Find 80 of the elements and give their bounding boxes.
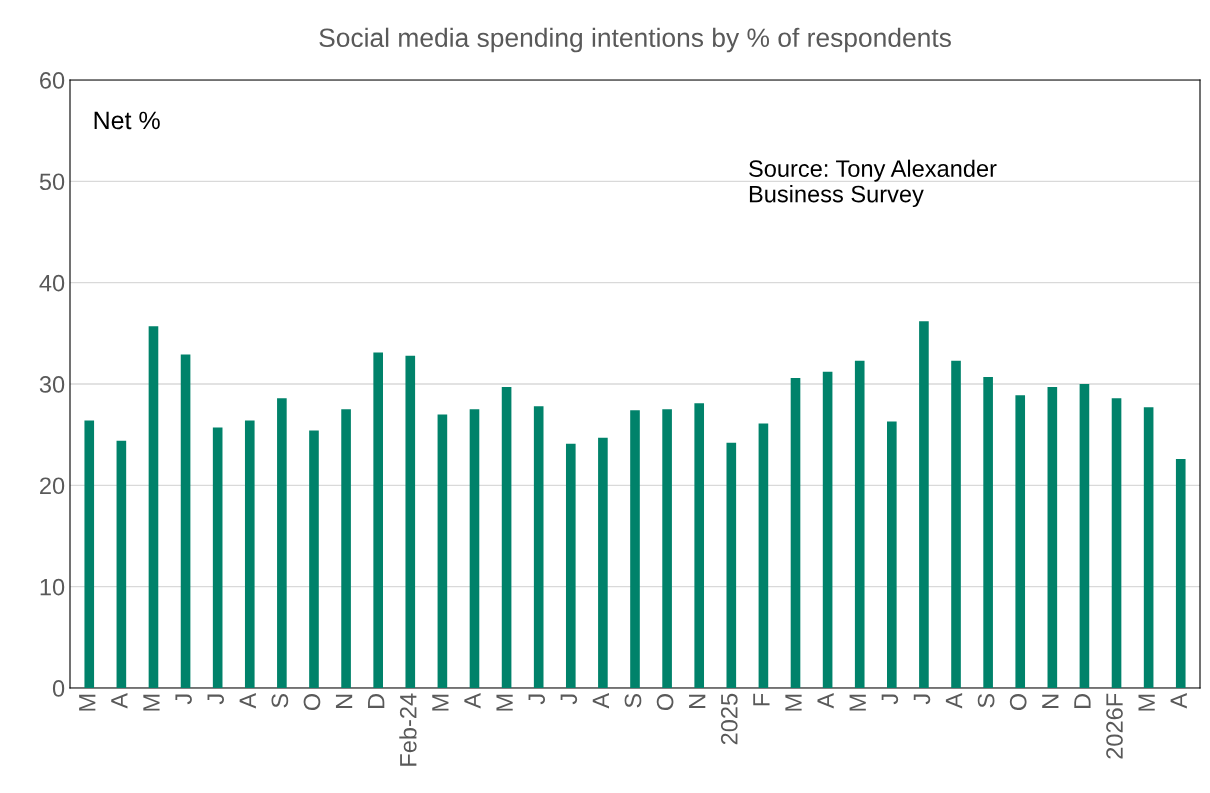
bar [373, 352, 383, 688]
x-tick-label: N [335, 694, 353, 708]
bar [887, 421, 897, 688]
bar [180, 354, 191, 688]
x-tick-label: J [207, 694, 225, 705]
bar [662, 409, 672, 688]
y-tick-label: 30 [39, 376, 65, 393]
x-tick-label: A [111, 692, 128, 709]
x-tick-label: S [977, 693, 995, 708]
bar [694, 403, 705, 688]
x-tick-label: J [528, 694, 546, 705]
bar [758, 423, 769, 688]
bar [405, 355, 416, 688]
x-tick-label: 2025 [720, 693, 738, 745]
x-tick-label: A [1170, 692, 1187, 709]
bar [1047, 387, 1058, 688]
x-tick-label: M [849, 694, 866, 711]
x-tick-label: S [624, 693, 642, 708]
x-tick-label: S [271, 693, 289, 708]
x-tick-label: A [945, 692, 963, 709]
y-tick-label: 20 [40, 477, 65, 495]
bar [726, 442, 737, 688]
bar [1143, 407, 1154, 688]
y-tick-label: 60 [40, 72, 65, 89]
x-tick-label: M [496, 694, 513, 711]
bar [565, 443, 576, 688]
bar [84, 420, 95, 688]
bar [437, 414, 448, 688]
x-tick-label: M [785, 694, 802, 711]
bar [533, 406, 544, 688]
bar [790, 377, 801, 688]
x-tick-label: A [464, 692, 481, 709]
bar [501, 387, 512, 688]
x-tick-label: J [913, 694, 931, 705]
bar [919, 321, 929, 688]
y-tick-label: 0 [52, 680, 65, 697]
bar [341, 409, 351, 688]
x-tick-label: A [592, 692, 609, 709]
chart-title: Social media spending intentions by % of respondents [319, 27, 951, 53]
x-tick-label: D [368, 693, 385, 708]
x-tick-label: 2026F [1106, 693, 1123, 759]
bar [212, 427, 223, 688]
bar [1015, 395, 1026, 688]
annotation: Net % [94, 111, 160, 130]
x-tick-label: J [881, 694, 899, 705]
bar [244, 420, 255, 688]
x-tick-label: A [239, 692, 256, 709]
x-tick-label: N [1042, 694, 1059, 708]
bar [598, 437, 608, 688]
x-tick-label: M [432, 694, 449, 711]
x-tick-label: J [175, 694, 192, 705]
bar [630, 410, 640, 688]
bar [1111, 398, 1122, 688]
bar [277, 398, 287, 688]
bar [822, 371, 833, 688]
x-tick-label: A [817, 692, 834, 709]
bar [309, 430, 319, 688]
y-tick-label: 50 [39, 173, 65, 191]
bar [983, 376, 993, 688]
bar [854, 360, 865, 688]
annotation: Source: Tony Alexander Business Survey [749, 159, 997, 208]
y-tick-label: 10 [40, 578, 65, 596]
x-tick-label: M [143, 694, 160, 711]
bar [148, 326, 159, 688]
x-tick-label: J [560, 694, 578, 705]
x-tick-label: F [753, 693, 770, 706]
x-tick-label: O [303, 693, 321, 711]
bar [469, 409, 480, 688]
x-tick-label: D [1074, 693, 1091, 708]
x-tick-label: M [79, 694, 96, 711]
x-tick-label: N [689, 694, 706, 708]
x-tick-label: O [1009, 693, 1027, 711]
bar [1079, 384, 1090, 688]
bar [1175, 458, 1186, 688]
y-tick-label: 40 [39, 274, 65, 292]
x-tick-label: Feb-24 [399, 693, 417, 766]
x-tick-label: O [656, 693, 674, 711]
x-tick-label: M [1138, 694, 1155, 711]
bar [116, 440, 127, 688]
bar [951, 360, 961, 688]
